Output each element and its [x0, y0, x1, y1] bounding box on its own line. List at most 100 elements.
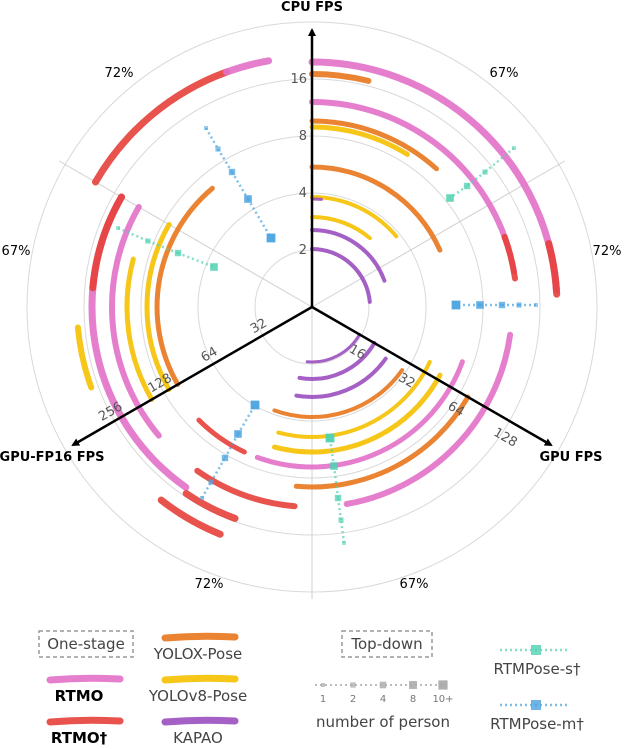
rtmpose-s-label: RTMPose-s† [494, 660, 581, 678]
gpu-rtmpose-m-marker [516, 302, 522, 308]
cpu-rtmpose-s-left-marker [116, 226, 120, 230]
cpu-rtmpose-m-link [230, 171, 250, 200]
top-down-markers [116, 126, 538, 545]
cpu-arc-YOLOv8-Pose [310, 215, 372, 241]
ring-label: 67% [490, 66, 519, 81]
cpu-arc-YOLOX-Pose [309, 70, 372, 84]
series-arcs [74, 57, 561, 538]
cpu-rtmpose-s-left-marker [174, 249, 182, 257]
gpu-axis [311, 305, 553, 447]
fp16-axis [71, 305, 313, 447]
rtmo-dagger-label: RTMO† [51, 729, 108, 747]
count-label: 1 [320, 694, 326, 705]
gpu-rtmpose-m-marker [498, 301, 506, 309]
gpu-tick-label: 64 [445, 399, 467, 420]
fp16-rtmpose-m-link [200, 481, 213, 499]
legend: One-stage Top-down YOLOX-Pose YOLOv8-Pose KA… [38, 630, 584, 747]
cpu-tick-label: 2 [299, 243, 307, 258]
fp16-rtmpose-m-marker [221, 454, 229, 462]
cpu-arc-RTMO [309, 99, 517, 275]
gpu-rtmpose-m-marker [451, 300, 461, 310]
cpu-rtmpose-s-left-marker [210, 263, 218, 271]
axis-title: CPU FPS [281, 0, 343, 15]
gpu-tick-label: 128 [491, 425, 520, 450]
cpu-tick-label: 8 [299, 129, 307, 144]
gpu-rtmpose-s-marker [325, 433, 335, 443]
cpu-rtmpose-m-marker [228, 168, 236, 176]
rtmo-swatch [46, 674, 124, 684]
fp16-arc-RTMO† [157, 496, 224, 538]
cpu-tick-label: 4 [299, 186, 307, 201]
cpu-rtmpose-s-link [449, 184, 468, 200]
gpu-arc-RTMO† [194, 467, 298, 510]
cpu-rtmpose-m-marker [266, 233, 276, 243]
gpu-rtmpose-s-marker [330, 462, 338, 470]
rtmo-label: RTMO [55, 687, 104, 705]
count-marker [409, 681, 417, 689]
one-stage-label-box [38, 630, 134, 658]
cpu-rtmpose-s-marker [482, 169, 488, 175]
counts-label: number of person [316, 713, 450, 731]
cpu-arc-YOLOX-Pose [309, 164, 443, 253]
cpu-arc-RTMO† [501, 233, 518, 282]
ring-label: 67% [400, 577, 429, 592]
cpu-rtmpose-s-left-link [177, 251, 215, 269]
count-label: 4 [380, 694, 386, 705]
fp16-tick-label: 64 [199, 344, 221, 365]
cpu-rtmpose-m-link [216, 148, 234, 173]
cpu-tick-label: 16 [290, 72, 307, 87]
count-marker [379, 681, 387, 689]
gpu-rtmpose-m-marker [534, 303, 538, 307]
rtmpose-m-swatch-marker [531, 700, 541, 710]
fp16-tick-label: 32 [248, 316, 270, 337]
fp16-rtmpose-m-link [236, 404, 257, 435]
cpu-rtmpose-m-marker [215, 146, 221, 152]
gpu-arc-YOLOX-Pose [272, 368, 405, 419]
fp16-arc-RTMO† [92, 68, 230, 186]
cpu-rtmpose-s-left-marker [145, 238, 151, 244]
cpu-arc-YOLOv8-Pose [310, 195, 399, 239]
gpu-rtmpose-s-link [339, 519, 346, 544]
cpu-rtmpose-m-marker [244, 195, 252, 203]
ring-label: 72% [105, 66, 134, 81]
yolox-swatch [161, 632, 239, 642]
rtmpose-s-swatch-marker [531, 645, 541, 655]
fp16-arc-RTMO† [182, 490, 239, 522]
one-stage-label: One-stage [47, 635, 125, 653]
gpu-arc-RTMO [254, 359, 465, 470]
gpu-arc-KAPAO [294, 356, 388, 399]
axis-title: GPU-FP16 FPS [0, 450, 104, 465]
ring-label: 67% [2, 244, 31, 259]
cpu-rtmpose-m-link [204, 127, 220, 150]
fp16-arc-YOLOv8-Pose [124, 256, 155, 402]
fp16-arc-YOLOv8-Pose [74, 324, 95, 391]
count-label: 8 [410, 694, 416, 705]
cpu-rtmpose-s-marker [463, 182, 471, 190]
fp16-arc-RTMO [108, 204, 162, 439]
cpu-rtmpose-s-left-link [117, 226, 149, 243]
grid-spoke [58, 160, 313, 308]
fp16-rtmpose-m-marker [234, 430, 242, 438]
fp16-arc-RTMO [223, 57, 273, 76]
count-marker [438, 680, 448, 690]
gpu-arc-KAPAO [305, 333, 362, 364]
cpu-arc-YOLOv8-Pose [309, 124, 410, 157]
fp16-arc-RTMO† [89, 193, 125, 292]
gpu-rtmpose-s-marker [342, 541, 346, 545]
yolov8-swatch [161, 674, 239, 684]
gpu-rtmpose-s-link [336, 497, 343, 521]
count-marker [350, 682, 356, 688]
gpu-arc-KAPAO [297, 341, 377, 381]
cpu-arc-KAPAO [310, 247, 372, 304]
cpu-rtmpose-s-marker [446, 194, 454, 202]
gpu-arc-RTMO [343, 331, 514, 507]
axes [71, 28, 553, 447]
gpu-arc-YOLOv8-Pose [272, 372, 443, 455]
gpu-rtmpose-s-marker [334, 494, 342, 502]
cpu-rtmpose-s-link [484, 147, 515, 173]
cpu-rtmpose-s-link [466, 171, 486, 187]
ring-label: 72% [195, 577, 224, 592]
gpu-arc-YOLOv8-Pose [276, 359, 432, 439]
kapao-label: KAPAO [173, 729, 223, 747]
